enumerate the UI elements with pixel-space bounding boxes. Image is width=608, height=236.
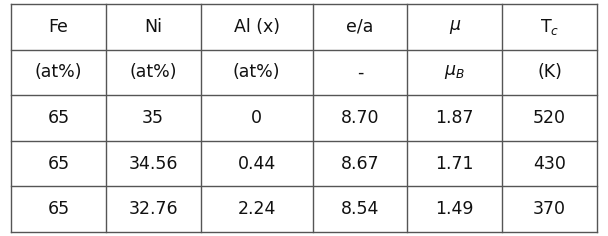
Text: (at%): (at%) <box>130 63 177 81</box>
Text: 8.67: 8.67 <box>340 155 379 173</box>
Text: 65: 65 <box>47 109 69 127</box>
Text: Fe: Fe <box>49 18 68 36</box>
Text: Ni: Ni <box>144 18 162 36</box>
Text: 65: 65 <box>47 200 69 218</box>
Text: 8.54: 8.54 <box>341 200 379 218</box>
Text: (K): (K) <box>537 63 562 81</box>
Text: T$_c$: T$_c$ <box>540 17 559 37</box>
Text: -: - <box>357 63 363 81</box>
Text: 520: 520 <box>533 109 566 127</box>
Text: Al (x): Al (x) <box>233 18 280 36</box>
Text: 65: 65 <box>47 155 69 173</box>
Text: 1.49: 1.49 <box>435 200 474 218</box>
Text: $\mu_B$: $\mu_B$ <box>444 63 465 81</box>
Text: 1.87: 1.87 <box>435 109 474 127</box>
Text: 34.56: 34.56 <box>128 155 178 173</box>
Text: (at%): (at%) <box>233 63 280 81</box>
Text: e/a: e/a <box>347 18 374 36</box>
Text: 2.24: 2.24 <box>237 200 276 218</box>
Text: 0: 0 <box>251 109 262 127</box>
Text: 35: 35 <box>142 109 164 127</box>
Text: 430: 430 <box>533 155 566 173</box>
Text: 0.44: 0.44 <box>238 155 275 173</box>
Text: 370: 370 <box>533 200 566 218</box>
Text: 8.70: 8.70 <box>341 109 379 127</box>
Text: $\mu$: $\mu$ <box>449 18 461 36</box>
Text: 1.71: 1.71 <box>435 155 474 173</box>
Text: 32.76: 32.76 <box>128 200 178 218</box>
Text: (at%): (at%) <box>35 63 82 81</box>
